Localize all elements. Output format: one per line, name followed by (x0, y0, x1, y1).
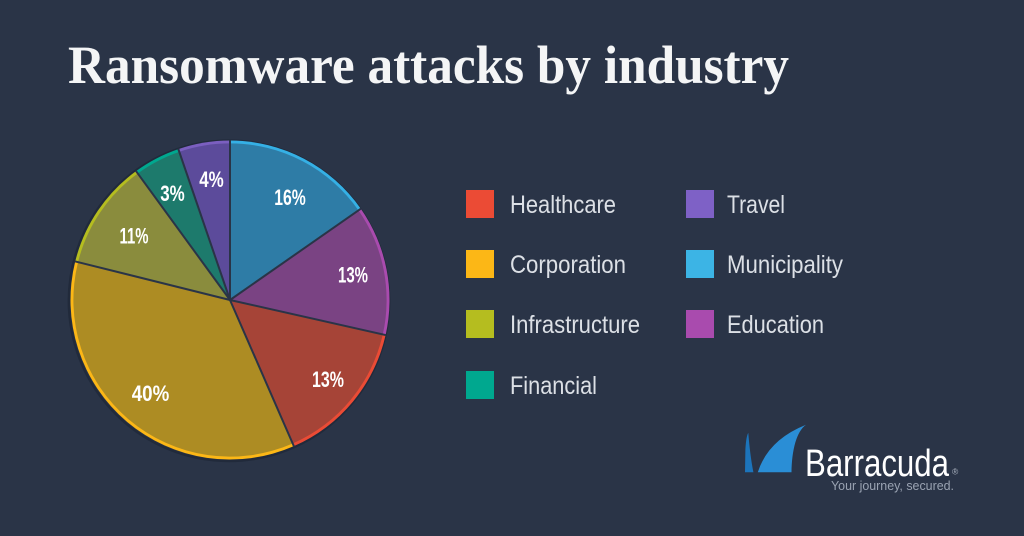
svg-text:4%: 4% (199, 167, 224, 192)
svg-text:3%: 3% (160, 181, 185, 206)
svg-text:11%: 11% (120, 224, 149, 249)
svg-text:13%: 13% (312, 367, 344, 392)
svg-text:16%: 16% (274, 185, 306, 210)
svg-text:Infrastructure: Infrastructure (510, 311, 640, 339)
svg-text:Education: Education (727, 311, 824, 339)
svg-text:40%: 40% (132, 381, 170, 406)
svg-text:Financial: Financial (510, 372, 597, 400)
svg-text:Ransomware attacks by industry: Ransomware attacks by industry (68, 35, 789, 95)
svg-text:®: ® (952, 467, 959, 477)
svg-text:13%: 13% (338, 263, 368, 288)
svg-text:Municipality: Municipality (727, 251, 843, 279)
svg-text:Your journey, secured.: Your journey, secured. (831, 478, 954, 493)
svg-text:Travel: Travel (727, 191, 785, 219)
svg-text:Healthcare: Healthcare (510, 191, 616, 219)
svg-text:Corporation: Corporation (510, 251, 626, 279)
svg-text:Barracuda: Barracuda (805, 443, 950, 485)
